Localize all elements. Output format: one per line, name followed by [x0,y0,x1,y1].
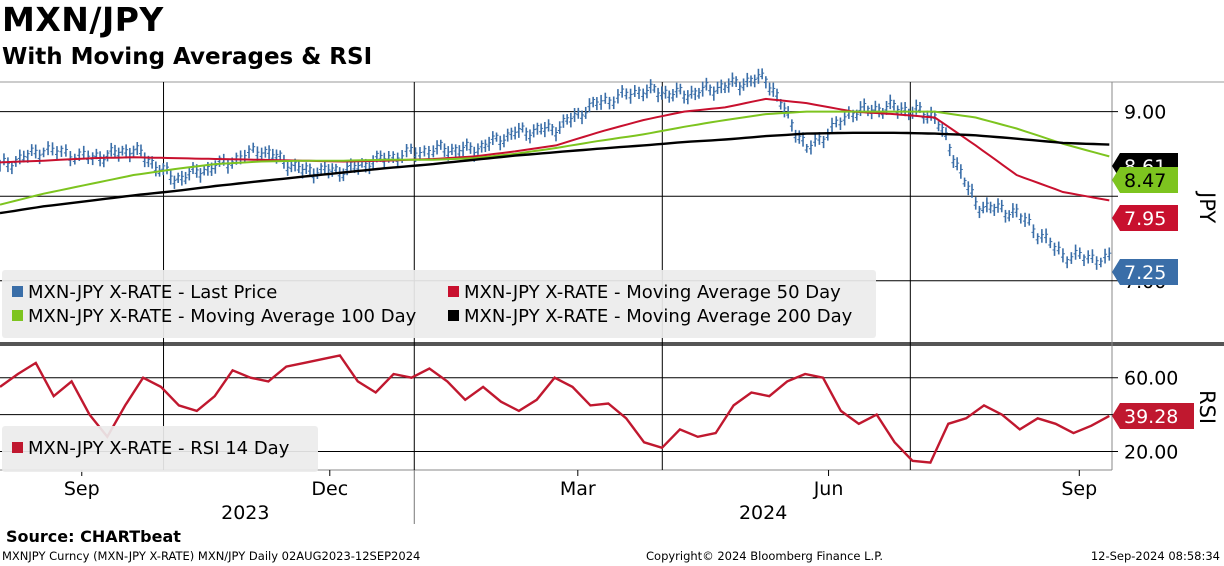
legend-swatch [12,286,23,297]
legend-item-last-price: MXN-JPY X-RATE - Last Price [12,282,277,303]
x-tick-label: Dec [311,478,348,500]
legend-label: MXN-JPY X-RATE - RSI 14 Day [28,438,290,459]
value-tag-rsi: 39.28 [1112,403,1194,429]
value-tag-bg [1112,167,1178,193]
legend-swatch [448,310,459,321]
source-note: Source: CHARTbeat [6,527,181,546]
legend-item-ma100: MXN-JPY X-RATE - Moving Average 100 Day [12,306,416,327]
value-tag-bg [1112,403,1194,429]
ma50-line [0,97,1110,202]
legend-item-ma200: MXN-JPY X-RATE - Moving Average 200 Day [448,306,852,327]
value-tag-text: 39.28 [1124,406,1178,428]
value-tag-text: 7.95 [1124,208,1166,230]
value-tag-ma100: 8.47 [1112,167,1178,193]
price-tick-label: 9.00 [1124,102,1166,124]
x-tick-label: Jun [813,478,844,500]
footer-timestamp: 12-Sep-2024 08:58:34 [1090,549,1220,563]
rsi-tick-label: 60.00 [1124,368,1178,390]
legend-label: MXN-JPY X-RATE - Moving Average 200 Day [464,306,853,327]
footer-copyright: Copyright© 2024 Bloomberg Finance L.P. [646,549,883,563]
legend-label: MXN-JPY X-RATE - Moving Average 50 Day [464,282,841,303]
year-label: 2023 [221,502,269,524]
value-tag-bg [1112,259,1178,285]
footer-ticker: MXNJPY Curncy (MXN-JPY X-RATE) MXN/JPY D… [2,549,421,563]
price-legend: MXN-JPY X-RATE - Last Price MXN-JPY X-RA… [2,270,876,338]
legend-label: MXN-JPY X-RATE - Last Price [28,282,278,303]
legend-swatch [12,442,23,453]
rsi-axis-title: RSI [1195,390,1219,424]
price-bars [0,68,1112,270]
price-axis-title: JPY [1195,190,1219,223]
value-tag-text: 8.47 [1124,170,1166,192]
value-tag-bg [1112,205,1178,231]
rsi-tick-label: 20.00 [1124,442,1178,464]
value-tag-price: 7.25 [1112,259,1178,285]
chart-subtitle: With Moving Averages & RSI [2,44,373,70]
legend-item-rsi: MXN-JPY X-RATE - RSI 14 Day [12,438,289,459]
legend-swatch [12,310,23,321]
chart-title: MXN/JPY [2,0,164,39]
x-tick-label: Mar [560,478,596,500]
ma200-line [0,131,1110,215]
rsi-legend: MXN-JPY X-RATE - RSI 14 Day [2,426,318,472]
value-tag-text: 7.25 [1124,262,1166,284]
x-tick-label: Sep [1061,478,1097,500]
rsi-line [0,354,1110,464]
x-tick-label: Sep [64,478,100,500]
value-tag-ma50: 7.95 [1112,205,1178,231]
legend-item-ma50: MXN-JPY X-RATE - Moving Average 50 Day [448,282,841,303]
ma100-line [0,110,1110,206]
legend-label: MXN-JPY X-RATE - Moving Average 100 Day [28,306,417,327]
year-label: 2024 [739,502,787,524]
legend-swatch [448,286,459,297]
